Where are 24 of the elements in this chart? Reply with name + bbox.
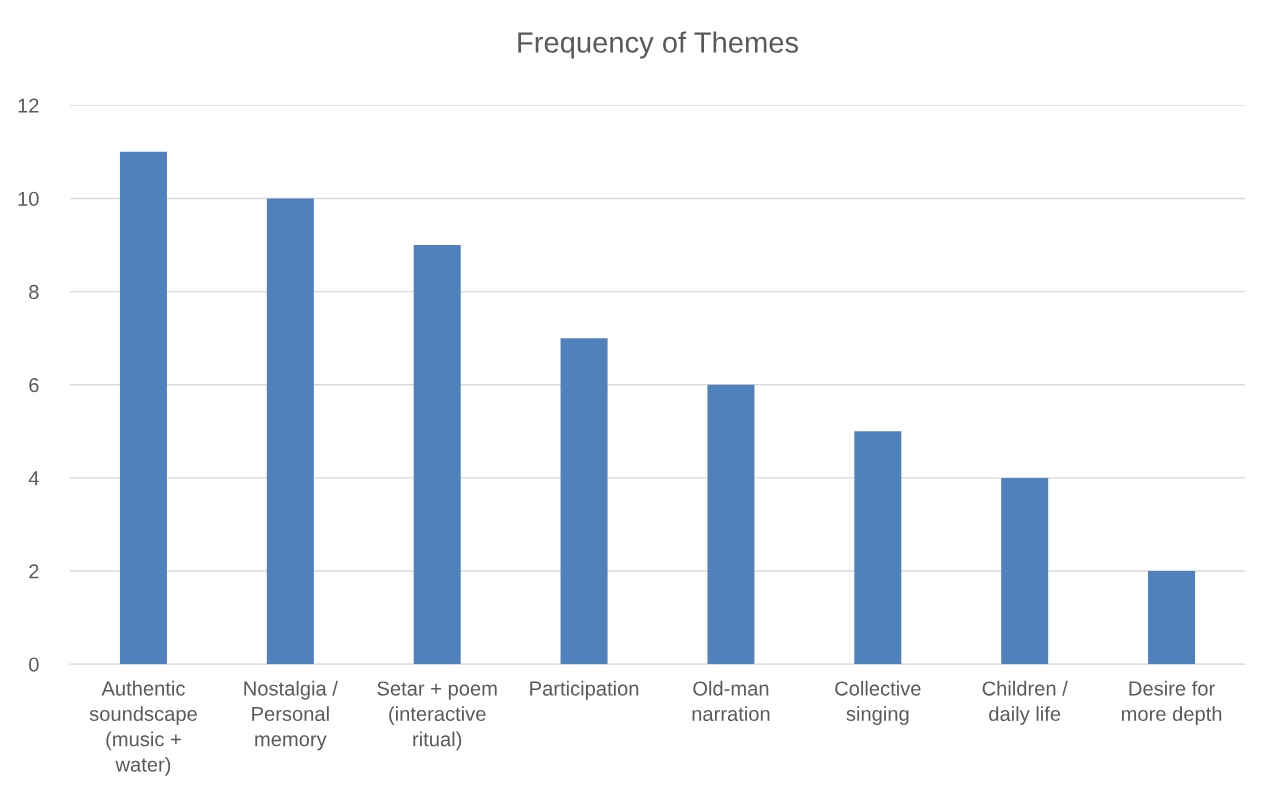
- y-tick-label: 12: [18, 98, 39, 113]
- bar: [854, 431, 902, 665]
- y-tick-label: 2: [29, 564, 39, 579]
- x-tick-label: Nostalgia / Personal memory: [244, 680, 338, 751]
- y-tick-label: 8: [29, 284, 39, 300]
- bar: [119, 151, 167, 665]
- x-tick-label: Setar + poem (interactive ritual): [377, 681, 497, 751]
- y-tick-label: 6: [29, 377, 39, 393]
- x-tick-label: Collective singing: [835, 680, 921, 725]
- y-tick-label: 4: [28, 471, 39, 486]
- bar: [1001, 477, 1049, 665]
- x-tick-label: Desire for more depth: [1121, 680, 1222, 725]
- bar: [707, 384, 755, 665]
- y-tick-label: 10: [18, 191, 39, 206]
- x-tick-label: Children / daily life: [982, 680, 1068, 725]
- x-tick-label: Participation: [530, 680, 639, 700]
- chart-title: Frequency of Themes: [518, 31, 799, 59]
- bar: [1148, 571, 1196, 665]
- y-tick-label: 0: [29, 657, 39, 672]
- x-tick-label: Authentic soundscape (music + water): [89, 680, 197, 776]
- bar: [560, 338, 608, 665]
- x-tick-label: Old-man narration: [692, 680, 770, 721]
- bar: [413, 245, 461, 665]
- bar: [266, 198, 314, 665]
